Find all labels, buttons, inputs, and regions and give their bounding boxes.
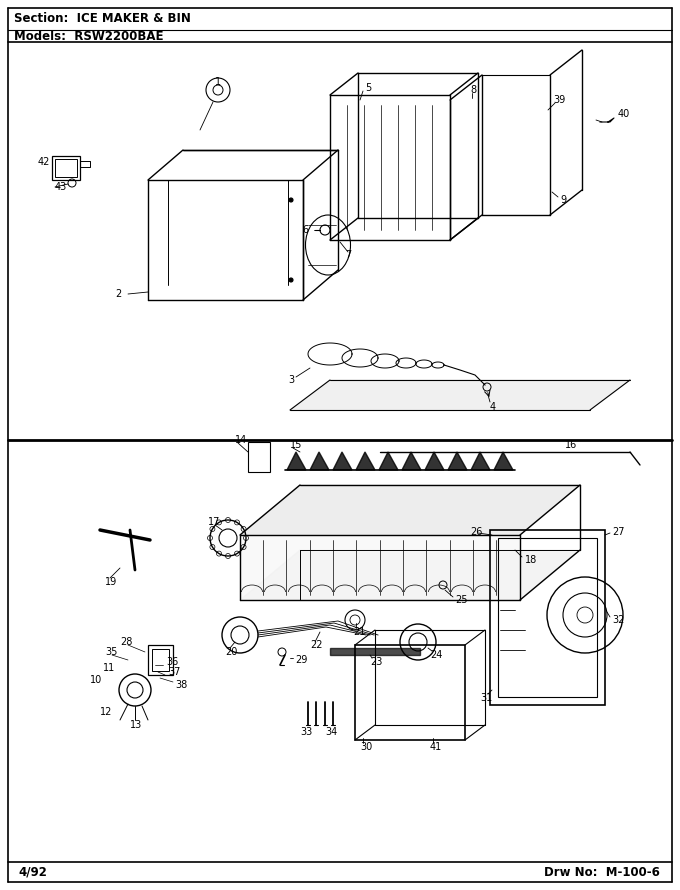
Text: 9: 9 [560, 195, 566, 205]
Text: 34: 34 [325, 727, 337, 737]
Text: 41: 41 [430, 742, 442, 752]
Polygon shape [240, 485, 580, 535]
Text: 37: 37 [168, 667, 180, 677]
Text: 31: 31 [480, 693, 492, 703]
Polygon shape [402, 452, 421, 470]
Bar [498, 538, 597, 697]
Polygon shape [471, 452, 490, 470]
Polygon shape [290, 380, 630, 410]
Text: 39: 39 [553, 95, 565, 105]
Bar [148, 645, 173, 675]
Text: 12: 12 [100, 707, 112, 717]
Text: 8: 8 [470, 85, 476, 95]
Text: 17: 17 [208, 517, 220, 527]
Text: 13: 13 [130, 720, 142, 730]
Text: 29: 29 [295, 655, 307, 665]
Polygon shape [310, 452, 329, 470]
Text: 30: 30 [360, 742, 372, 752]
Text: 25: 25 [455, 595, 467, 605]
Polygon shape [287, 452, 306, 470]
Text: 6: 6 [302, 225, 308, 235]
Circle shape [289, 198, 293, 202]
Polygon shape [330, 648, 420, 655]
Bar [152, 649, 169, 671]
Text: Section:  ICE MAKER & BIN: Section: ICE MAKER & BIN [14, 12, 191, 26]
Text: 20: 20 [225, 647, 237, 657]
Polygon shape [333, 452, 352, 470]
Text: 3: 3 [288, 375, 294, 385]
Bar [490, 530, 605, 705]
Text: 33: 33 [300, 727, 312, 737]
Text: 32: 32 [612, 615, 624, 625]
Text: 36: 36 [166, 657, 178, 667]
Text: 23: 23 [370, 657, 382, 667]
Text: 19: 19 [105, 577, 117, 587]
Text: 4/92: 4/92 [18, 865, 47, 878]
Text: 16: 16 [565, 440, 577, 450]
Polygon shape [425, 452, 444, 470]
Bar [55, 159, 77, 177]
Text: 43: 43 [55, 182, 67, 192]
Polygon shape [379, 452, 398, 470]
Text: 26: 26 [470, 527, 482, 537]
Text: 35: 35 [105, 647, 118, 657]
Text: 4: 4 [490, 402, 496, 412]
Polygon shape [356, 452, 375, 470]
Text: 15: 15 [290, 440, 303, 450]
Text: 2: 2 [115, 289, 121, 299]
Text: Drw No:  M-100-6: Drw No: M-100-6 [544, 865, 660, 878]
Text: 42: 42 [38, 157, 50, 167]
Text: 7: 7 [345, 250, 352, 260]
Bar [52, 156, 80, 180]
Polygon shape [240, 535, 520, 600]
Text: 1: 1 [215, 77, 221, 87]
Text: 10: 10 [90, 675, 102, 685]
Polygon shape [240, 550, 580, 600]
Text: 27: 27 [612, 527, 624, 537]
Text: 28: 28 [120, 637, 133, 647]
Polygon shape [448, 452, 467, 470]
Text: Models:  RSW2200BAE: Models: RSW2200BAE [14, 29, 163, 43]
Text: 40: 40 [618, 109, 630, 119]
Polygon shape [494, 452, 513, 470]
Text: 22: 22 [310, 640, 322, 650]
Text: 5: 5 [365, 83, 371, 93]
Text: 11: 11 [103, 663, 115, 673]
Circle shape [289, 278, 293, 282]
Text: 24: 24 [430, 650, 443, 660]
Bar [355, 645, 465, 740]
Text: 21: 21 [353, 627, 365, 637]
Bar [248, 442, 270, 472]
Text: 14: 14 [235, 435, 248, 445]
Text: 18: 18 [525, 555, 537, 565]
Text: 38: 38 [175, 680, 187, 690]
